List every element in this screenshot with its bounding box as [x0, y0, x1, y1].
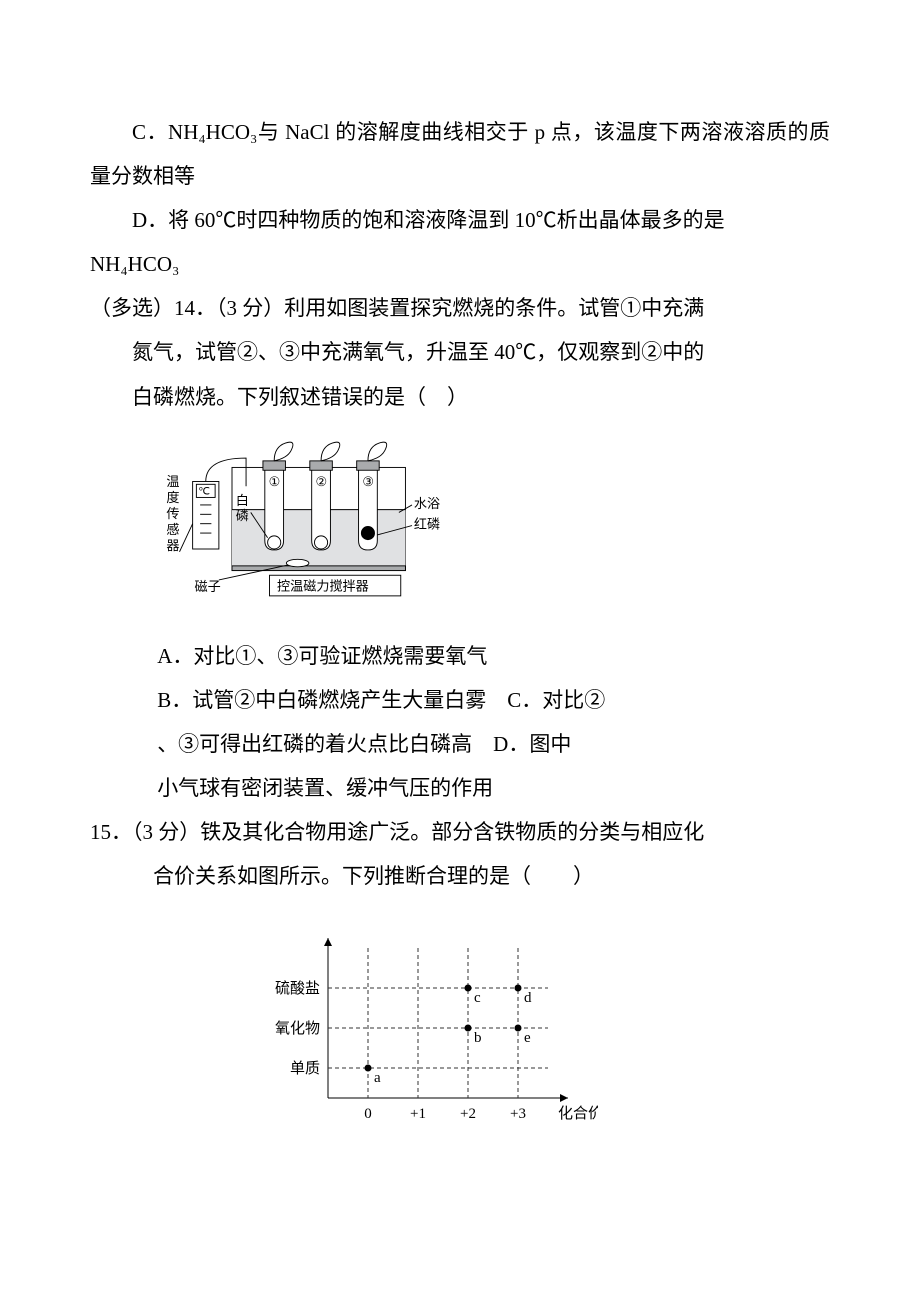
q14-option-a: A．对比①、③可验证燃烧需要氧气 — [157, 634, 830, 678]
text: NH₄HCO₃ — [90, 252, 179, 276]
svg-text:①: ① — [269, 474, 281, 489]
svg-text:白: 白 — [236, 493, 249, 508]
svg-text:+1: +1 — [410, 1106, 426, 1122]
svg-text:+2: +2 — [460, 1106, 476, 1122]
prev-option-c: C．NH₄HCO₃与 NaCl 的溶解度曲线相交于 p 点，该温度下两溶液溶质的… — [90, 110, 830, 198]
text: D．将 60℃时四种物质的饱和溶液降温到 10℃析出晶体最多的是 — [132, 208, 725, 232]
q14-option-d2: 小气球有密闭装置、缓冲气压的作用 — [157, 766, 830, 810]
svg-text:单质: 单质 — [290, 1060, 320, 1077]
q14-stem-line3: 白磷燃烧。下列叙述错误的是（ ） — [132, 385, 468, 409]
q14-option-bc: B．试管②中白磷燃烧产生大量白雾 C．对比② — [157, 678, 830, 722]
q14-figure: 温度传感器 ℃ ① ② ③ 白磷 水浴红磷 控温磁力搅拌器 磁子 — [157, 429, 830, 624]
svg-text:氧化物: 氧化物 — [275, 1020, 320, 1037]
q15-stem: 15．（3 分）铁及其化合物用途广泛。部分含铁物质的分类与相应化 合价关系如图所… — [90, 810, 830, 898]
q14-stem-line1: （多选）14．（3 分）利用如图装置探究燃烧的条件。试管①中充满 — [90, 296, 704, 320]
svg-text:+3: +3 — [510, 1106, 526, 1122]
svg-text:控温磁力搅拌器: 控温磁力搅拌器 — [277, 578, 369, 593]
svg-text:温: 温 — [167, 474, 180, 489]
svg-text:b: b — [474, 1030, 482, 1046]
text: 小气球有密闭装置、缓冲气压的作用 — [157, 776, 493, 800]
svg-text:传: 传 — [167, 506, 180, 521]
svg-text:℃: ℃ — [198, 486, 210, 497]
svg-text:c: c — [474, 990, 481, 1006]
prev-option-d-line1: D．将 60℃时四种物质的饱和溶液降温到 10℃析出晶体最多的是 — [90, 198, 830, 242]
text: 、③可得出红磷的着火点比白磷高 D．图中 — [157, 732, 571, 756]
svg-text:感: 感 — [167, 521, 180, 537]
svg-text:器: 器 — [167, 538, 180, 553]
svg-text:化合价: 化合价 — [558, 1105, 598, 1122]
svg-text:水浴: 水浴 — [414, 495, 440, 510]
svg-text:d: d — [524, 990, 532, 1006]
q14-stem: （多选）14．（3 分）利用如图装置探究燃烧的条件。试管①中充满 氮气，试管②、… — [111, 286, 830, 418]
q15-stem-line2: 合价关系如图所示。下列推断合理的是（ ） — [153, 864, 594, 888]
svg-text:磷: 磷 — [236, 508, 249, 523]
svg-text:a: a — [374, 1070, 381, 1086]
prev-option-d-line2: NH₄HCO₃ — [90, 242, 830, 286]
svg-text:红磷: 红磷 — [414, 516, 440, 531]
q15-stem-line1: 15．（3 分）铁及其化合物用途广泛。部分含铁物质的分类与相应化 — [90, 820, 704, 844]
svg-text:0: 0 — [364, 1106, 372, 1122]
svg-text:磁子: 磁子 — [195, 579, 221, 594]
q15-figure: 单质 氧化物 硫酸盐 0 +1 +2 +3 化合价 a b c e d — [258, 908, 830, 1153]
text: C．NH₄HCO₃与 NaCl 的溶解度曲线相交于 p 点，该温度下两溶液溶质的… — [90, 120, 830, 188]
text: B．试管②中白磷燃烧产生大量白雾 C．对比② — [157, 688, 605, 712]
svg-text:硫酸盐: 硫酸盐 — [275, 980, 320, 997]
svg-text:e: e — [524, 1030, 531, 1046]
svg-text:②: ② — [316, 474, 328, 489]
svg-text:③: ③ — [363, 474, 375, 489]
q14-stem-line2: 氮气，试管②、③中充满氧气，升温至 40℃，仅观察到②中的 — [132, 340, 704, 364]
text: A．对比①、③可验证燃烧需要氧气 — [157, 644, 487, 668]
q14-option-cd: 、③可得出红磷的着火点比白磷高 D．图中 — [157, 722, 830, 766]
svg-text:度: 度 — [167, 490, 180, 505]
